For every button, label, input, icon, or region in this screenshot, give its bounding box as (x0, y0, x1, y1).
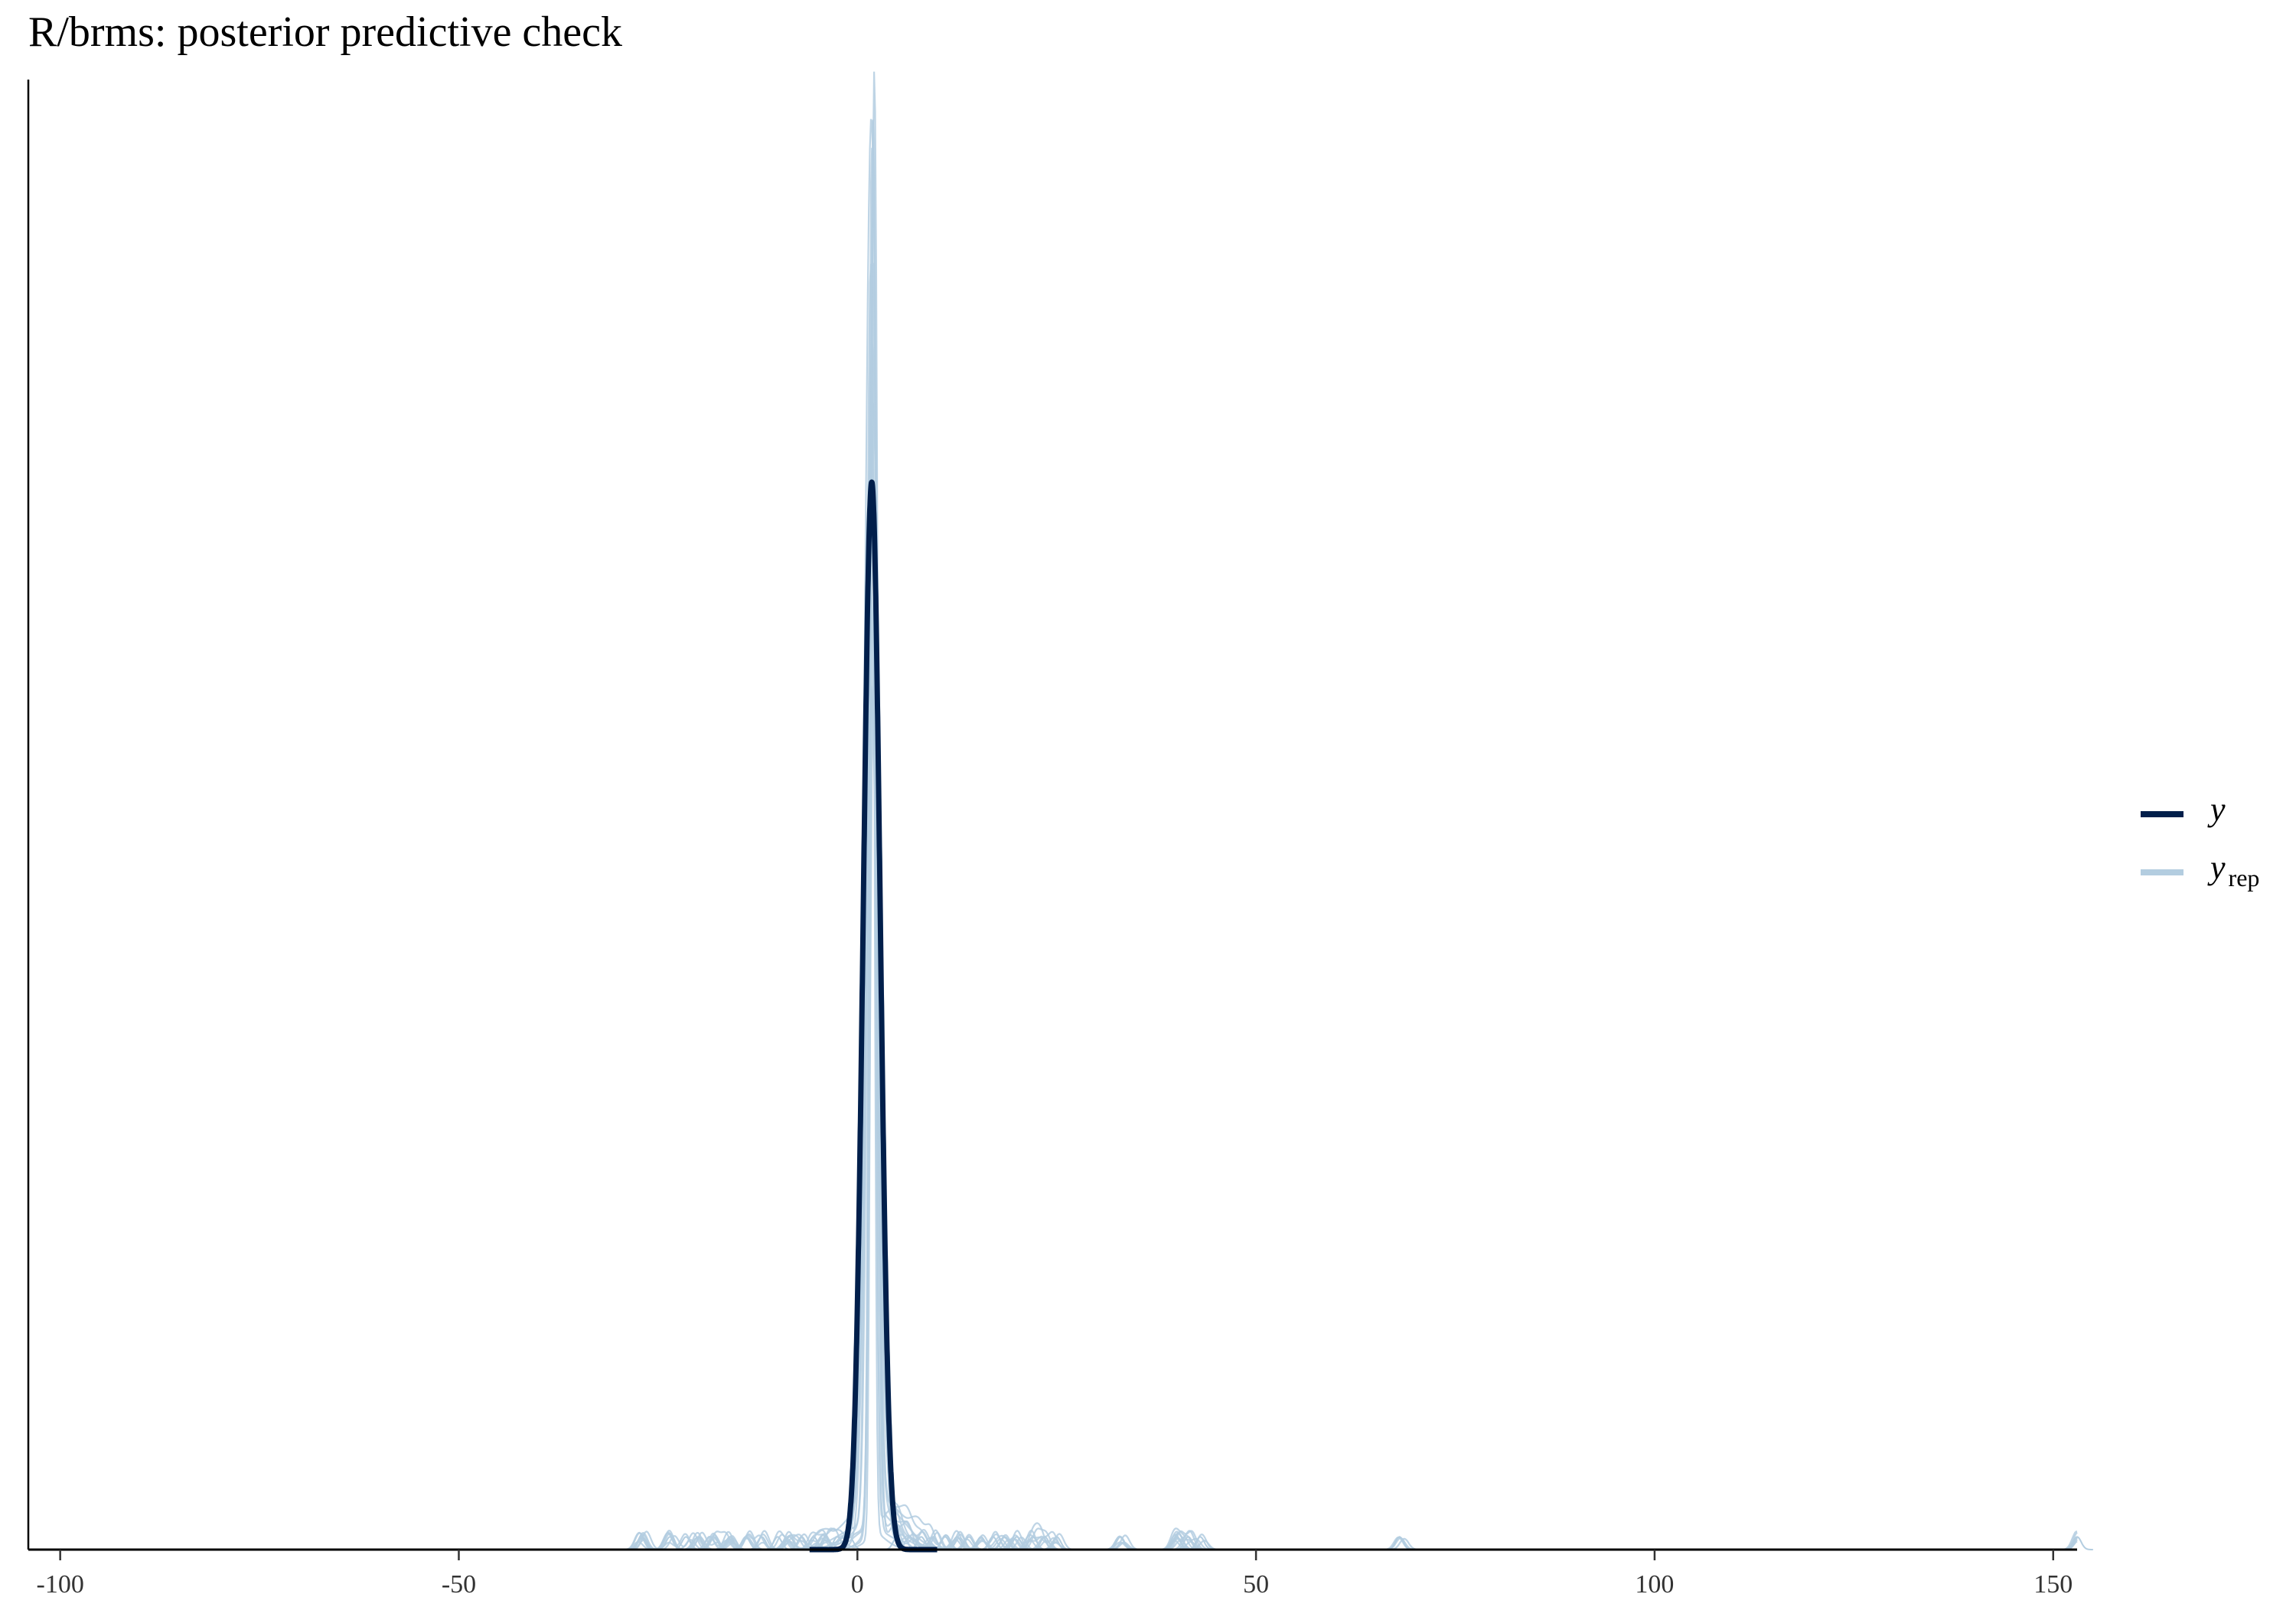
yrep-draw-9 (602, 262, 2078, 1551)
legend: y y rep (2141, 790, 2259, 892)
yrep-draw-12 (602, 343, 2078, 1551)
x-tick-label-3: 50 (1243, 1570, 1269, 1599)
x-axis-ticks: -100 -50 0 50 100 150 (37, 1550, 2073, 1599)
legend-label-y-text: y (2207, 790, 2226, 828)
yrep-draw-6 (602, 145, 2077, 1551)
x-tick-label-4: 100 (1635, 1570, 1674, 1599)
yrep-draw-10 (602, 633, 2078, 1551)
legend-label-yrep-text: y (2207, 849, 2226, 886)
x-tick-label-5: 150 (2033, 1570, 2073, 1599)
yrep-draw-7 (602, 685, 2077, 1551)
yrep-draw-4 (602, 696, 2077, 1551)
yrep-draw-11 (602, 263, 2078, 1551)
yrep-draw-3 (602, 500, 2078, 1551)
x-tick-label-0: -100 (37, 1570, 84, 1599)
chart-title: R/brms: posterior predictive check (28, 8, 622, 56)
x-tick-label-2: 0 (851, 1570, 864, 1599)
legend-label-y: y (2207, 790, 2226, 828)
legend-entry-y: y (2141, 790, 2226, 828)
legend-entry-yrep: y rep (2141, 849, 2259, 892)
yrep-draw-1 (602, 403, 2078, 1551)
yrep-density-draws (602, 71, 2093, 1551)
x-tick-label-1: -50 (442, 1570, 476, 1599)
yrep-draw-8 (602, 71, 2077, 1551)
legend-label-yrep: y rep (2207, 849, 2259, 892)
yrep-draw-2 (602, 583, 2077, 1551)
yrep-draw-14 (602, 119, 2077, 1551)
legend-label-yrep-subscript: rep (2229, 864, 2260, 892)
yrep-draw-13 (602, 119, 2077, 1551)
yrep-draw-5 (602, 148, 2077, 1551)
